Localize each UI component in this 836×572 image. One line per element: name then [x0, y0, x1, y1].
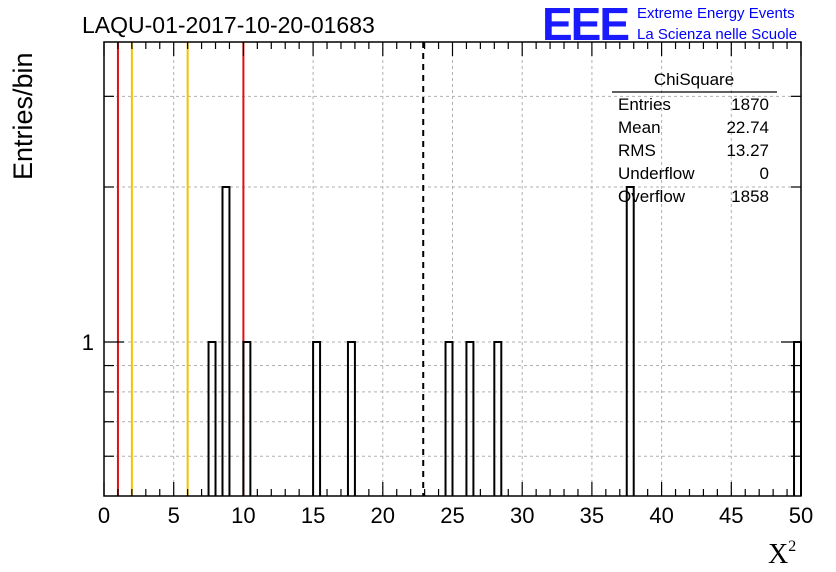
x-tick-label: 35	[580, 503, 604, 528]
stats-box: ChiSquare Entries 1870 Mean 22.74 RMS 13…	[612, 70, 777, 206]
histogram-bin	[625, 186, 635, 496]
stats-title: ChiSquare	[654, 70, 734, 89]
y-tick-label: 1	[82, 330, 94, 355]
logo-line-2: La Scienza nelle Scuole	[637, 26, 797, 43]
histogram-bin	[312, 341, 322, 496]
x-tick-label: 20	[371, 503, 395, 528]
stats-label: RMS	[618, 141, 656, 160]
chart-title: LAQU-01-2017-10-20-01683	[82, 12, 375, 38]
stats-label: Entries	[618, 95, 671, 114]
stats-value: 1870	[731, 95, 769, 114]
x-tick-label: 15	[301, 503, 325, 528]
histogram-bin	[242, 341, 252, 496]
logo-line-1: Extreme Energy Events	[637, 5, 795, 22]
x-tick-label: 40	[649, 503, 673, 528]
x-tick-label: 25	[440, 503, 464, 528]
histogram-bin	[346, 341, 356, 496]
x-tick-label: 45	[719, 503, 743, 528]
x-tick-label: 30	[510, 503, 534, 528]
stats-value: 0	[760, 164, 769, 183]
stats-value: 22.74	[726, 118, 769, 137]
x-tick-label: 10	[231, 503, 255, 528]
x-axis-label: X2	[768, 538, 796, 570]
x-tick-label: 50	[789, 503, 813, 528]
stats-label: Underflow	[618, 164, 695, 183]
histogram-bin	[493, 341, 503, 496]
axis-ticks: 0 5 10 15 20 25 30 35 40 45 50 1	[82, 42, 813, 528]
x-tick-label: 5	[168, 503, 180, 528]
histogram-bin	[221, 186, 231, 496]
y-axis-label: Entries/bin	[8, 52, 38, 180]
histogram-bin	[444, 341, 454, 496]
x-tick-label: 0	[98, 503, 110, 528]
histogram-bin	[207, 341, 217, 496]
reference-lines	[116, 42, 425, 496]
stats-value: 1858	[731, 187, 769, 206]
histogram-bin	[465, 341, 475, 496]
stats-label: Mean	[618, 118, 661, 137]
stats-value: 13.27	[726, 141, 769, 160]
stats-label: Overflow	[618, 187, 686, 206]
